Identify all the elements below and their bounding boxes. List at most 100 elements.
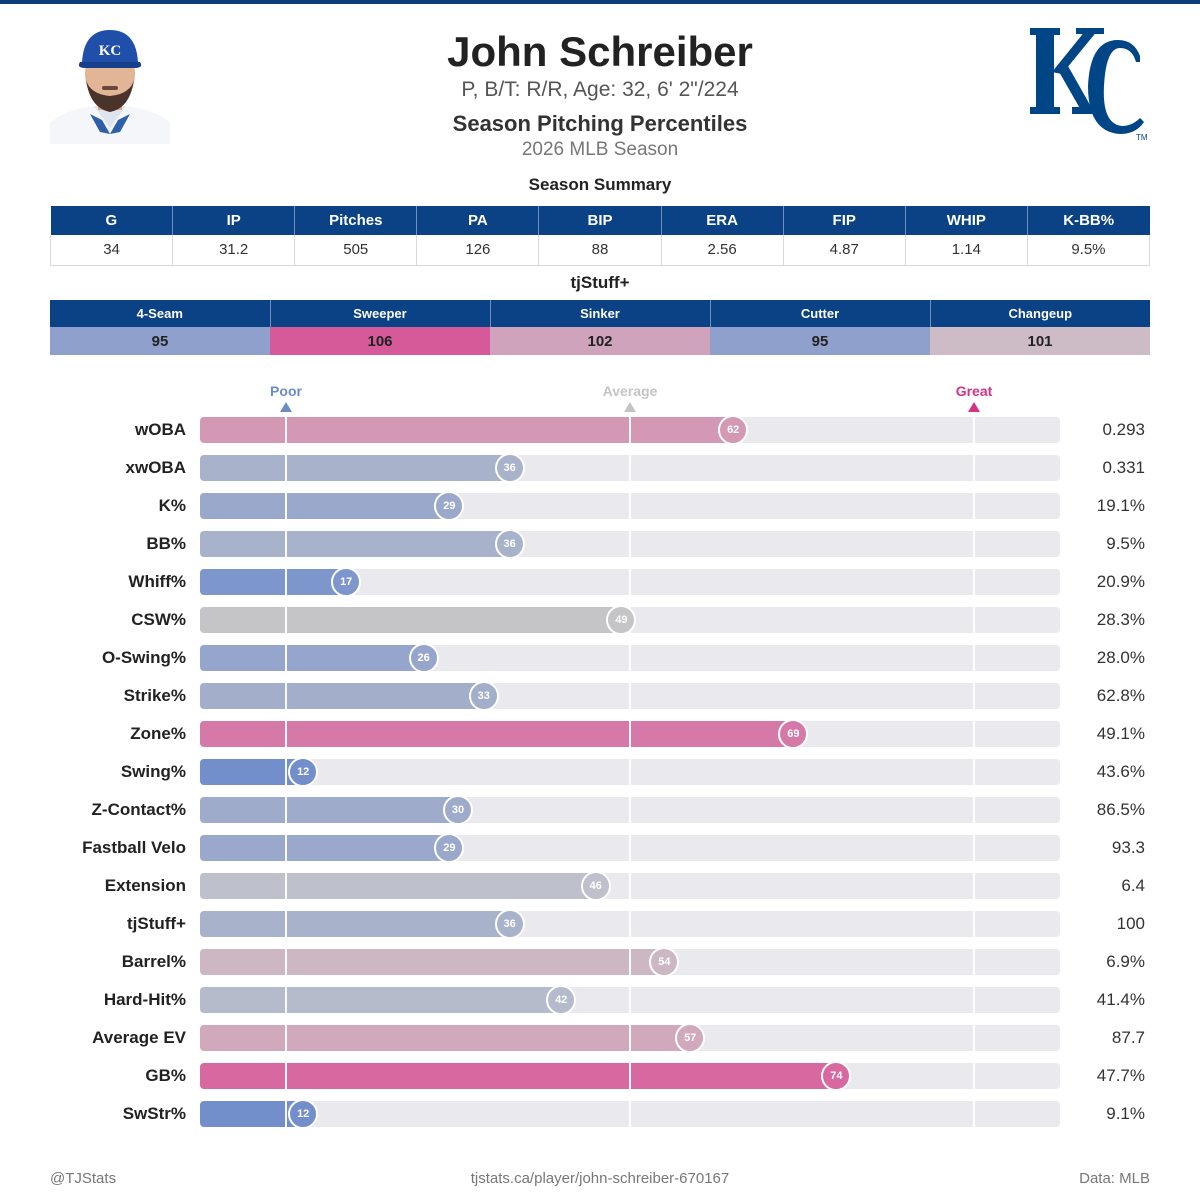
metric-value: 0.293 — [1102, 420, 1145, 439]
reference-line — [973, 1063, 975, 1089]
percentile-bar — [200, 873, 596, 899]
metric-value: 9.1% — [1106, 1104, 1145, 1123]
reference-line — [629, 493, 631, 519]
reference-line — [285, 645, 287, 671]
percentile-marker: 74 — [821, 1061, 852, 1091]
percentile-bar — [200, 493, 450, 519]
reference-line — [629, 873, 631, 899]
pitch-stuff-value: 95 — [50, 327, 270, 355]
reference-line — [629, 1063, 631, 1089]
reference-line — [285, 1101, 287, 1127]
player-name: John Schreiber — [447, 28, 753, 75]
metric-value: 9.5% — [1106, 534, 1145, 553]
reference-line — [973, 911, 975, 937]
reference-line — [629, 1025, 631, 1051]
reference-line — [629, 417, 631, 443]
percentile-marker: 46 — [580, 871, 611, 901]
reference-line — [285, 987, 287, 1013]
reference-line — [285, 873, 287, 899]
metric-label: Z-Contact% — [91, 800, 186, 819]
pitch-stuff-value: 101 — [930, 327, 1150, 355]
metric-value: 100 — [1116, 914, 1145, 933]
pitch-stuff-value: 95 — [710, 327, 930, 355]
summary-value-cell: 31.2 — [172, 235, 296, 266]
reference-line — [285, 797, 287, 823]
percentile-marker: 54 — [649, 947, 680, 977]
metric-label: CSW% — [131, 610, 186, 629]
percentile-marker: 33 — [468, 681, 499, 711]
percentile-bar — [200, 949, 665, 975]
footer-handle: @TJStats — [50, 1170, 117, 1187]
percentile-marker: 57 — [675, 1023, 706, 1053]
percentile-marker: 42 — [546, 985, 577, 1015]
summary-header-cell: WHIP — [905, 206, 1028, 235]
summary-header-row: G IP Pitches PA BIP ERA FIP WHIP K-BB% — [50, 206, 1150, 235]
reference-line — [285, 683, 287, 709]
percentile-bar — [200, 607, 622, 633]
percentile-marker: 29 — [434, 833, 465, 863]
percentile-bar — [200, 987, 562, 1013]
percentile-marker: 36 — [494, 529, 525, 559]
season-label: 2026 MLB Season — [521, 139, 679, 160]
reference-line — [973, 493, 975, 519]
reference-line — [285, 949, 287, 975]
metric-value: 93.3 — [1111, 838, 1145, 857]
reference-line — [973, 797, 975, 823]
percentile-marker: 12 — [288, 757, 319, 787]
metric-value: 28.0% — [1096, 648, 1145, 667]
metric-value: 49.1% — [1096, 724, 1145, 743]
metric-label: Swing% — [120, 762, 186, 781]
season-summary-title: Season Summary — [528, 175, 672, 194]
percentile-bar — [200, 417, 734, 443]
percentile-bar — [200, 455, 510, 481]
metric-value: 6.9% — [1106, 952, 1145, 971]
legend-arrow-icon — [968, 402, 980, 412]
reference-line — [629, 835, 631, 861]
percentile-bar — [200, 569, 347, 595]
reference-line — [285, 455, 287, 481]
reference-line — [973, 645, 975, 671]
legend-arrow-icon — [624, 402, 636, 412]
reference-line — [973, 721, 975, 747]
percentile-bar — [200, 911, 510, 937]
legend-label-average: Average — [602, 383, 658, 399]
footer-source: Data: MLB — [1079, 1170, 1150, 1187]
metric-label: Barrel% — [121, 952, 186, 971]
reference-line — [629, 797, 631, 823]
reference-line — [285, 607, 287, 633]
percentile-bar — [200, 645, 424, 671]
legend-label-poor: Poor — [270, 383, 302, 399]
summary-value-cell: 1.14 — [905, 235, 1028, 266]
metric-value: 62.8% — [1096, 686, 1145, 705]
reference-line — [973, 873, 975, 899]
season-summary-table: G IP Pitches PA BIP ERA FIP WHIP K-BB% 34 31.2 505… — [49, 206, 1151, 266]
percentile-bar — [200, 721, 794, 747]
reference-line — [629, 911, 631, 937]
reference-line — [629, 721, 631, 747]
summary-value-cell: 34 — [49, 235, 174, 266]
pitch-stuff-value: 106 — [270, 327, 490, 355]
percentile-bar — [200, 1063, 837, 1089]
metric-label: SwStr% — [122, 1104, 186, 1123]
reference-line — [285, 493, 287, 519]
reference-line — [629, 683, 631, 709]
reference-line — [973, 1101, 975, 1127]
metric-value: 28.3% — [1096, 610, 1145, 629]
metric-label: Hard-Hit% — [103, 990, 186, 1009]
pitch-type-header: Cutter — [710, 300, 931, 327]
reference-line — [285, 531, 287, 557]
reference-line — [973, 455, 975, 481]
summary-value-row: 34 31.2 505 126 88 2.56 4.87 1.14 9.5% — [49, 235, 1151, 266]
reference-line — [973, 835, 975, 861]
percentile-marker: 49 — [606, 605, 637, 635]
percentile-marker: 12 — [288, 1099, 319, 1129]
tjstuff-value-row: 95 106 102 95 101 — [50, 327, 1150, 355]
summary-value-cell: 2.56 — [661, 235, 784, 266]
metric-label: tjStuff+ — [126, 914, 186, 933]
report-title: Season Pitching Percentiles — [452, 111, 748, 136]
metric-label: K% — [158, 496, 186, 515]
percentile-marker: 17 — [331, 567, 362, 597]
reference-line — [285, 721, 287, 747]
reference-line — [629, 645, 631, 671]
legend-arrow-icon — [280, 402, 292, 412]
